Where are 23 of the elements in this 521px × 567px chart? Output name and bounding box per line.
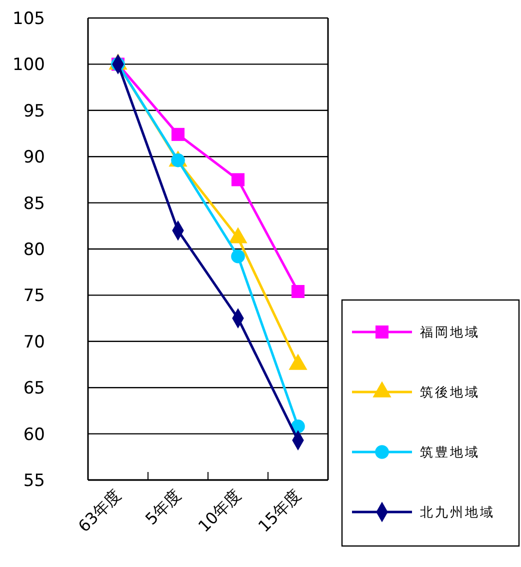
y-tick-label: 65 xyxy=(23,378,45,399)
x-tick-label: 5年度 xyxy=(142,485,185,529)
x-tick-label: 63年度 xyxy=(74,485,125,536)
x-tick-label: 10年度 xyxy=(194,485,245,536)
legend-label: 北九州地域 xyxy=(420,506,495,521)
y-tick-label: 60 xyxy=(23,424,45,445)
point xyxy=(231,173,245,186)
point xyxy=(291,284,305,298)
legend-label: 筑豊地域 xyxy=(420,446,480,461)
y-tick-label: 95 xyxy=(23,101,45,122)
point xyxy=(231,249,245,264)
y-tick-label: 75 xyxy=(23,286,45,306)
y-tick-label: 70 xyxy=(23,332,45,352)
x-tick-label: 15年度 xyxy=(254,485,305,536)
legend-label: 筑後地域 xyxy=(420,386,480,401)
point xyxy=(171,128,185,141)
y-tick-label: 105 xyxy=(12,8,45,29)
y-tick-label: 100 xyxy=(12,55,45,76)
y-tick-label: 85 xyxy=(23,194,45,214)
y-tick-label: 55 xyxy=(23,470,45,491)
y-tick-label: 90 xyxy=(23,148,45,168)
y-tick-label: 80 xyxy=(23,240,45,260)
legend-label: 福岡地域 xyxy=(420,326,480,341)
